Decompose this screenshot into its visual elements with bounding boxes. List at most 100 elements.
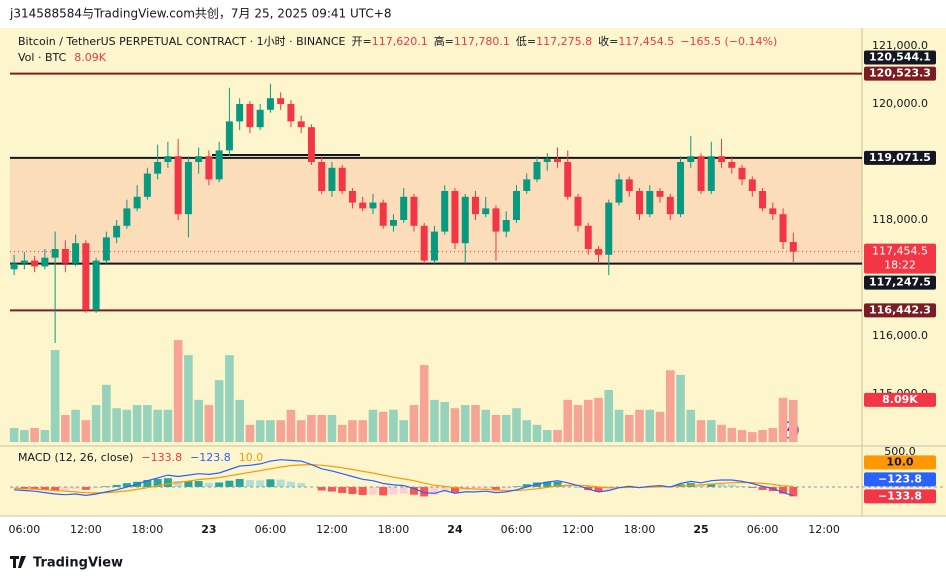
macd-histogram-bar (707, 483, 716, 487)
candle-body (225, 121, 233, 151)
macd-tag: 10.0 (886, 455, 913, 468)
candle-body (687, 156, 695, 162)
candle-body (82, 243, 90, 310)
candle-body (184, 162, 192, 215)
volume-bar (20, 430, 29, 442)
volume-bar (768, 427, 778, 442)
volume-bar (255, 420, 265, 442)
macd-histogram-bar (553, 481, 562, 487)
candle-body (471, 196, 479, 215)
legend-item: 8.09K (74, 51, 106, 64)
macd-histogram-bar (184, 481, 193, 487)
macd-histogram-bar (430, 487, 439, 496)
x-tick-label: 23 (201, 523, 216, 536)
volume-bar (501, 414, 511, 442)
volume-bar (594, 397, 603, 442)
x-tick-label: 18:00 (378, 523, 410, 536)
price-tag: 120,544.1 (869, 50, 931, 63)
volume-bar (266, 420, 275, 442)
macd-histogram-bar (379, 487, 388, 496)
volume-bar (214, 380, 224, 442)
y-tick-label: 121,000.0 (872, 39, 928, 52)
volume-bar (173, 340, 183, 442)
candle-body (328, 167, 336, 191)
candle-body (359, 202, 367, 209)
x-tick-label: 06:00 (501, 523, 533, 536)
macd-histogram-bar (40, 487, 49, 490)
macd-histogram-bar (338, 487, 347, 493)
legend-item: Bitcoin / TetherUS PERPETUAL CONTRACT · … (18, 35, 346, 48)
volume-bar (419, 365, 429, 442)
macd-histogram-bar (450, 487, 459, 493)
volume-bar (30, 427, 39, 442)
macd-signal (14, 463, 794, 494)
macd-histogram-bar (471, 487, 480, 490)
volume-bar (358, 420, 367, 442)
x-tick-label: 24 (447, 523, 463, 536)
macd-histogram-bar (758, 487, 767, 490)
volume-bar (389, 409, 398, 442)
x-tick-label: 12:00 (808, 523, 840, 536)
macd-histogram-bar (61, 487, 70, 491)
candle-body (113, 225, 121, 238)
candle-body (584, 225, 592, 249)
candle-body (523, 179, 531, 191)
macd-histogram-bar (717, 483, 726, 487)
legend-item: −165.5 (−0.14%) (680, 35, 777, 48)
volume-bar (40, 430, 50, 442)
x-tick-label: 12:00 (70, 523, 102, 536)
candle-body (400, 196, 408, 220)
macd-histogram-bar (256, 480, 265, 487)
volume-bar (655, 411, 665, 442)
macd-histogram-bar (502, 487, 511, 489)
macd-histogram-bar (194, 481, 203, 487)
volume-bar (50, 349, 60, 442)
candle-body (553, 159, 561, 162)
level-tag: 120,523.3 (869, 67, 931, 80)
macd-legend: MACD (12, 26, close) −133.8 −123.8 10.0 (18, 451, 263, 464)
macd-histogram-bar (204, 482, 213, 487)
macd-histogram-bar (174, 481, 183, 487)
candle-body (697, 156, 705, 191)
volume-bar (327, 414, 337, 442)
candle-body (236, 104, 244, 122)
macd-histogram-bar (389, 487, 398, 495)
macd-histogram-bar (399, 487, 408, 494)
volume-bar (604, 390, 614, 442)
legend-item: −133.8 (141, 451, 182, 464)
legend-item: 高= (434, 34, 454, 48)
candle-body (728, 162, 736, 168)
macd-histogram-bar (71, 487, 80, 490)
volume-bar (624, 414, 634, 442)
macd-histogram-bar (297, 483, 306, 487)
volume-bar (235, 399, 244, 442)
macd-tag-bg (864, 489, 936, 504)
macd-histogram-bar (604, 487, 613, 490)
candle-body (51, 249, 59, 258)
volume-bar (676, 374, 685, 442)
volume-bar (686, 409, 696, 442)
volume-bar (184, 355, 193, 442)
volume-tag: 8.09K (882, 393, 918, 406)
macd-histogram-bar (286, 481, 295, 487)
candle-body (61, 249, 69, 264)
candle-body (656, 191, 664, 197)
candle-body (256, 109, 264, 128)
macd-histogram-bar (440, 487, 449, 492)
candle-body (789, 242, 797, 252)
macd-histogram-bar (420, 487, 429, 497)
candle-body (92, 260, 100, 310)
candle-body (625, 179, 633, 191)
candle-body (451, 191, 459, 244)
level-tag: 117,247.5 (869, 276, 931, 289)
candle-body (779, 214, 787, 243)
candle-body (307, 127, 315, 162)
candle-body (461, 196, 469, 244)
macd-histogram-bar (20, 487, 29, 489)
legend: Bitcoin / TetherUS PERPETUAL CONTRACT · … (18, 34, 777, 48)
candle-body (205, 156, 213, 180)
volume-bar (153, 409, 162, 442)
header: j314588584与TradingView.com共创，7月 25, 2025… (9, 7, 391, 21)
volume-bar (112, 408, 121, 442)
candle-body (369, 202, 377, 209)
